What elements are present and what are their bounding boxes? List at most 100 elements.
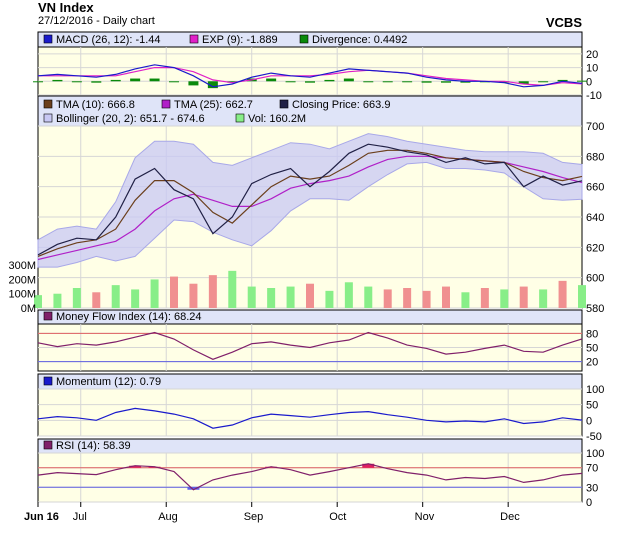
volume-bar — [228, 270, 237, 308]
x-tick-label: Aug — [158, 511, 178, 523]
chart-title: VN Index — [38, 0, 94, 15]
volume-bar — [53, 293, 62, 308]
macd-tick-label: 10 — [586, 63, 598, 75]
volume-bar — [500, 289, 509, 308]
volume-bar — [480, 288, 489, 308]
bollinger-band — [37, 133, 583, 268]
volume-bar — [247, 286, 256, 308]
divergence-bar — [227, 81, 238, 83]
volume-swatch — [235, 113, 245, 123]
volume-bar — [539, 289, 548, 308]
tma25-swatch — [161, 99, 171, 109]
closing-price-line — [37, 143, 583, 256]
exp9-legend: EXP (9): -1.889 — [202, 34, 278, 46]
tma10-swatch — [43, 99, 53, 109]
rsi-line — [37, 463, 583, 491]
price-tick-label: 640 — [586, 212, 604, 224]
tma10-line — [37, 149, 583, 257]
tma25-legend: TMA (25): 662.7 — [174, 99, 253, 111]
rsi-tick-label: 100 — [586, 448, 604, 460]
volume-bar — [72, 288, 81, 308]
money-flow-index-swatch — [43, 311, 53, 321]
rsi-tick-label: 30 — [586, 482, 598, 494]
volume-bar — [286, 286, 295, 308]
divergence-swatch — [299, 34, 309, 44]
divergence-bar — [363, 81, 374, 83]
exp9-swatch — [189, 34, 199, 44]
divergence-bar — [52, 79, 63, 82]
volume-bar — [189, 283, 198, 308]
volume-legend: Vol: 160.2M — [248, 113, 306, 125]
money-flow-index-tick-label: 50 — [586, 343, 598, 355]
rsi-overbought-fill — [129, 465, 142, 468]
price-tick-label: 580 — [586, 303, 604, 315]
price-tick-label: 600 — [586, 273, 604, 285]
divergence-bar — [577, 80, 587, 82]
divergence-bar — [71, 81, 82, 83]
divergence-bar — [557, 79, 568, 82]
macd-line — [37, 64, 583, 88]
divergence-bar — [110, 79, 121, 82]
divergence-bar — [169, 81, 179, 83]
divergence-bar — [421, 81, 432, 83]
macd-legend: MACD (26, 12): -1.44 — [56, 34, 161, 46]
volume-bar — [558, 280, 567, 308]
x-tick-label: Dec — [500, 511, 520, 523]
closing-price-legend: Closing Price: 663.9 — [292, 99, 390, 111]
x-tick-label: Jun 16 — [24, 511, 59, 523]
x-tick-label: Jul — [73, 511, 87, 523]
volume-bar — [34, 295, 42, 308]
momentum-tick-label: 50 — [586, 400, 598, 412]
volume-bar — [344, 282, 353, 308]
divergence-bar — [518, 81, 529, 85]
volume-tick-label: 300M — [8, 260, 36, 272]
money-flow-index-tick-label: 20 — [586, 357, 598, 369]
price-tick-label: 620 — [586, 242, 604, 254]
volume-tick-label: 0M — [21, 303, 36, 315]
volume-bar — [442, 286, 450, 308]
macd-tick-label: 0 — [586, 76, 592, 88]
momentum-line — [37, 407, 583, 429]
price-legend-bg — [37, 95, 583, 127]
volume-bar — [267, 288, 276, 308]
volume-bar — [578, 285, 586, 308]
momentum-tick-label: 100 — [586, 384, 604, 396]
divergence-bar — [305, 81, 315, 83]
volume-bar — [383, 289, 392, 308]
divergence-bar — [266, 78, 277, 82]
divergence-bar — [130, 78, 141, 82]
volume-bar — [131, 289, 140, 308]
x-tick-label: Sep — [244, 511, 264, 523]
volume-bar — [403, 288, 412, 308]
divergence-bar — [285, 81, 296, 83]
rsi-oversold-fill — [187, 487, 200, 490]
momentum-tick-label: -50 — [586, 431, 602, 443]
volume-bar — [519, 286, 528, 308]
divergence-bar — [441, 81, 451, 83]
money-flow-index-legend: Money Flow Index (14): 68.24 — [56, 311, 202, 323]
x-tick-label: Oct — [329, 511, 346, 523]
volume-bar — [461, 292, 470, 308]
money-flow-index-tick-label: 80 — [586, 328, 598, 340]
rsi-tick-label: 0 — [586, 497, 592, 509]
divergence-bar — [382, 81, 393, 83]
momentum-tick-label: 0 — [586, 415, 592, 427]
divergence-bar — [324, 79, 335, 82]
divergence-bar — [538, 81, 549, 83]
x-tick-label: Nov — [415, 511, 435, 523]
momentum-legend: Momentum (12): 0.79 — [56, 376, 161, 388]
volume-tick-label: 100M — [8, 289, 36, 301]
volume-bar — [111, 285, 120, 308]
divergence-bar — [149, 78, 160, 82]
divergence-bar — [207, 81, 218, 89]
money-flow-index-legend-bg — [37, 309, 583, 325]
volume-bar — [170, 276, 178, 308]
macd-tick-label: 20 — [586, 49, 598, 61]
divergence-bar — [91, 81, 102, 83]
volume-bar — [364, 286, 373, 308]
divergence-bar — [188, 81, 199, 86]
divergence-bar — [343, 78, 354, 82]
volume-bar — [325, 290, 334, 308]
price-tick-label: 700 — [586, 121, 604, 133]
